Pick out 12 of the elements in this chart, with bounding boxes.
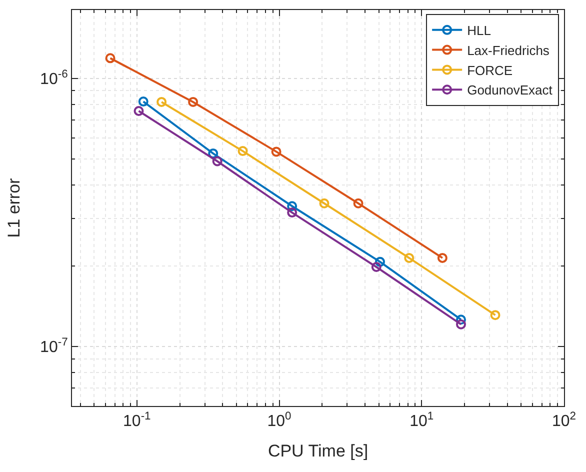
x-axis-title: CPU Time [s] <box>268 442 368 461</box>
legend-label: HLL <box>467 22 491 38</box>
legend-label: FORCE <box>467 62 513 78</box>
x-tick-label: 10$^{1}$ <box>410 410 434 430</box>
y-tick-label: 10$^{-6}$ <box>40 68 68 88</box>
y-tick-label: 10$^{-7}$ <box>40 336 68 356</box>
x-tick-label: 10$^{2}$ <box>552 410 576 430</box>
x-tick-label: 10$^{-1}$ <box>123 410 151 430</box>
x-tick-label: 10$^{0}$ <box>267 410 292 430</box>
y-axis-title: L1 error <box>4 178 24 238</box>
legend-label: GodunovExact <box>467 82 553 98</box>
legend-label: Lax-Friedrichs <box>467 42 550 58</box>
